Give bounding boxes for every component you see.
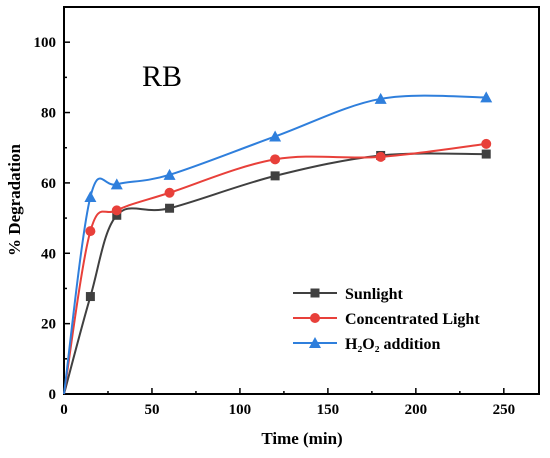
legend-swatch-marker	[310, 288, 320, 298]
data-point	[165, 203, 175, 213]
chart-annotation: RB	[142, 60, 182, 93]
legend-label: H₂O₂ addition	[345, 336, 441, 353]
x-tick-label: 50	[144, 402, 159, 418]
data-point	[110, 178, 123, 190]
data-point	[85, 226, 96, 237]
data-point	[270, 171, 280, 181]
plot-frame	[63, 6, 540, 395]
legend-item: H₂O₂ addition	[293, 336, 441, 353]
y-tick-label: 60	[41, 176, 56, 192]
legend-label: Sunlight	[345, 286, 403, 303]
axes: 0 50 100 150 200 250 0 20 40 60 80 100	[34, 6, 540, 418]
data-point	[111, 205, 122, 216]
series-2	[63, 138, 492, 395]
data-point	[481, 149, 491, 159]
data-point	[480, 91, 493, 103]
series-3	[63, 91, 493, 395]
data-point	[374, 92, 387, 104]
data-point	[85, 292, 95, 302]
legend-swatch-marker	[310, 313, 320, 323]
y-tick-label: 40	[41, 246, 56, 262]
legend-swatch-marker	[309, 337, 321, 348]
data-point	[270, 154, 281, 165]
legend-label: Concentrated Light	[345, 311, 480, 328]
y-tick-label: 0	[49, 387, 57, 403]
series-line	[63, 152, 487, 395]
data-point	[164, 187, 175, 198]
x-tick-label: 150	[317, 402, 340, 418]
data-point	[163, 168, 176, 180]
data-point	[375, 151, 386, 162]
series-layer	[63, 91, 493, 395]
x-tick-label: 200	[405, 402, 428, 418]
y-axis-title: % Degradation	[5, 144, 24, 256]
x-axis-title: Time (min)	[261, 429, 342, 448]
legend: Sunlight Concentrated Light H₂O₂ addition	[293, 286, 480, 353]
y-tick-label: 100	[34, 35, 57, 51]
data-point	[481, 138, 492, 149]
legend-item: Concentrated Light	[293, 311, 480, 328]
series-1	[63, 149, 491, 395]
y-tick-label: 20	[41, 317, 56, 333]
y-tick-label: 80	[41, 106, 56, 122]
x-tick-label: 250	[493, 402, 516, 418]
x-tick-label: 100	[229, 402, 252, 418]
data-point	[269, 130, 282, 142]
data-point	[84, 190, 97, 202]
legend-item: Sunlight	[293, 286, 403, 303]
x-tick-label: 0	[60, 402, 68, 418]
